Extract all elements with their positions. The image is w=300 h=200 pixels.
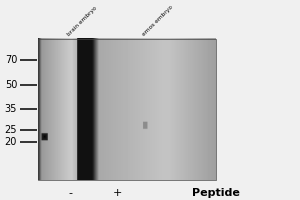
Text: 25: 25	[4, 125, 17, 135]
Bar	[38, 39, 216, 180]
Text: 35: 35	[5, 104, 17, 114]
Text: -: -	[69, 188, 73, 198]
Text: 20: 20	[5, 137, 17, 147]
Text: brain embryo: brain embryo	[67, 5, 98, 37]
Text: 70: 70	[5, 55, 17, 65]
Text: +: +	[112, 188, 122, 198]
Text: 50: 50	[5, 80, 17, 90]
Text: Peptide: Peptide	[192, 188, 240, 198]
Text: emos embryo: emos embryo	[141, 4, 173, 37]
